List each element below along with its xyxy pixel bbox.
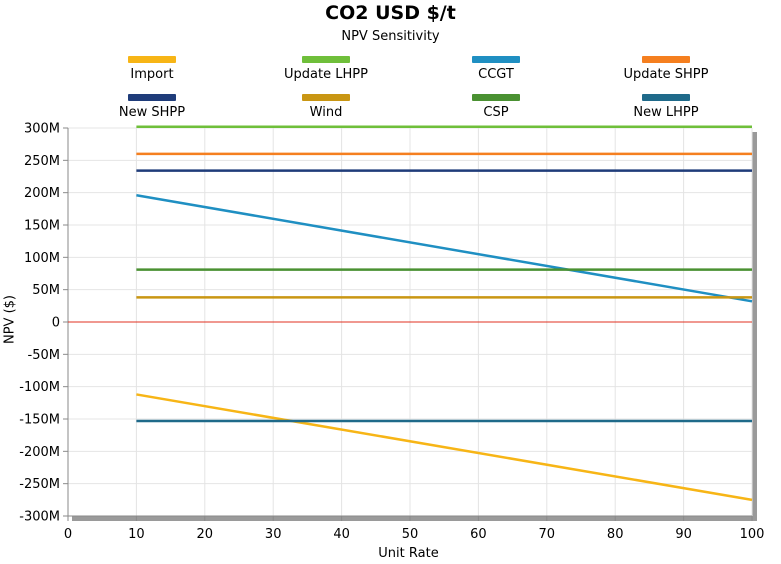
y-axis-label: NPV ($): [2, 295, 18, 345]
y-tick-label: -100M: [19, 380, 60, 395]
x-tick-label: 90: [675, 527, 692, 542]
legend: Import Update LHPP CCGT Update SHPP New SHPP…: [0, 52, 781, 122]
series-line-2: [136, 194, 753, 303]
chart-title: CO2 USD $/t: [325, 2, 456, 24]
x-axis-label: Unit Rate: [378, 546, 439, 561]
legend-swatch: [472, 56, 520, 63]
y-tick-label: -250M: [19, 477, 60, 492]
x-tick-label: 70: [539, 527, 556, 542]
legend-label: Wind: [309, 105, 343, 120]
legend-item: Import: [77, 56, 227, 82]
x-tick-label: 10: [128, 527, 145, 542]
legend-swatch: [302, 56, 350, 63]
y-tick-label: 0: [52, 316, 60, 331]
legend-item: CSP: [421, 94, 571, 120]
legend-label: Update LHPP: [284, 67, 368, 82]
x-tick-label: 30: [265, 527, 282, 542]
legend-item: CCGT: [421, 56, 571, 82]
plot-shadow-right: [752, 132, 757, 521]
legend-label: CSP: [483, 105, 509, 120]
y-tick-label: 250M: [24, 154, 60, 169]
chart-subtitle: NPV Sensitivity: [341, 29, 440, 44]
x-tick-label: 50: [402, 527, 419, 542]
legend-swatch: [128, 56, 176, 63]
legend-swatch: [642, 56, 690, 63]
legend-item: New SHPP: [77, 94, 227, 120]
y-tick-label: -200M: [19, 445, 60, 460]
series-line-0: [136, 393, 753, 502]
legend-swatch: [642, 94, 690, 101]
x-tick-label: 60: [470, 527, 487, 542]
legend-label: CCGT: [478, 67, 514, 82]
y-tick-label: -300M: [19, 510, 60, 525]
legend-swatch: [302, 94, 350, 101]
legend-item: Update SHPP: [591, 56, 741, 82]
legend-item: Wind: [251, 94, 401, 120]
x-tick-label: 80: [607, 527, 624, 542]
y-tick-label: 300M: [24, 122, 60, 137]
legend-swatch: [128, 94, 176, 101]
x-tick-label: 20: [197, 527, 214, 542]
legend-label: Update SHPP: [623, 67, 709, 82]
legend-swatch: [472, 94, 520, 101]
y-tick-label: 50M: [32, 283, 60, 298]
x-tick-label: 100: [740, 527, 765, 542]
y-tick-label: -150M: [19, 413, 60, 428]
legend-item: New LHPP: [591, 94, 741, 120]
y-tick-label: 150M: [24, 219, 60, 234]
y-tick-label: 100M: [24, 251, 60, 266]
legend-label: New LHPP: [633, 105, 699, 120]
x-tick-label: 0: [64, 527, 72, 542]
legend-label: New SHPP: [118, 105, 186, 120]
y-tick-label: 200M: [24, 186, 60, 201]
legend-item: Update LHPP: [251, 56, 401, 82]
x-tick-label: 40: [333, 527, 350, 542]
y-tick-label: -50M: [28, 348, 60, 363]
plot-shadow-bottom: [72, 516, 757, 521]
legend-label: Import: [130, 67, 174, 82]
